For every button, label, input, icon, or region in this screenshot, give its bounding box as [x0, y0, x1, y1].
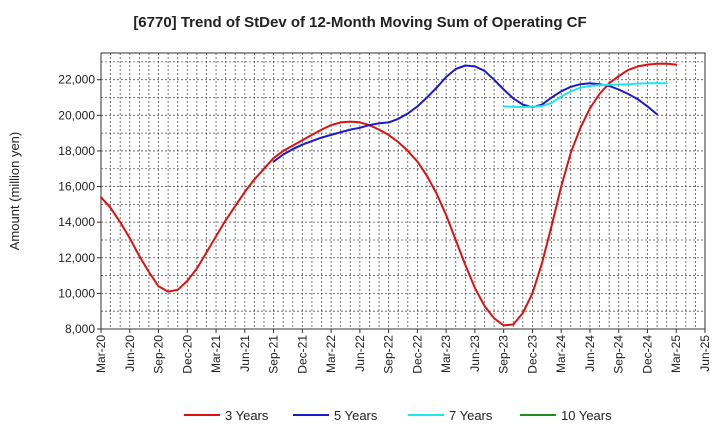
legend: 3 Years 5 Years 7 Years 10 Years: [184, 408, 612, 423]
x-tick-label: Sep-23: [497, 335, 511, 374]
y-tick-label: 12,000: [58, 251, 95, 265]
x-tick-label: Jun-20: [123, 335, 137, 372]
series-line-5-years: [272, 64, 659, 163]
y-tick-label: 14,000: [58, 215, 95, 229]
x-tick-label: Dec-23: [525, 335, 539, 374]
x-tick-label: Mar-23: [439, 335, 453, 373]
x-tick-label: Mar-21: [209, 335, 223, 373]
x-tick-label: Sep-21: [267, 335, 281, 374]
legend-label: 3 Years: [225, 408, 269, 423]
x-tick-label: Sep-22: [382, 335, 396, 374]
x-tick-label: Jun-23: [468, 335, 482, 372]
x-tick-label: Dec-20: [180, 335, 194, 374]
plot-frame: [100, 52, 706, 330]
x-tick-label: Sep-24: [612, 335, 626, 374]
series-line-7-years: [502, 82, 668, 108]
y-tick-label: 20,000: [58, 108, 95, 122]
y-tick-label: 18,000: [58, 144, 95, 158]
y-tick-label: 22,000: [58, 73, 95, 87]
y-axis-ticks: 8,000 10,000 12,000 14,000 16,000 18,000 20,00…: [58, 73, 101, 336]
x-tick-label: Dec-22: [410, 335, 424, 374]
series-lines: [100, 62, 678, 327]
y-axis-label: Amount (million yen): [7, 132, 22, 251]
x-tick-label: Jun-25: [698, 335, 712, 372]
grid: [100, 53, 706, 330]
x-axis-ticks: Mar-20 Jun-20 Sep-20 Dec-20 Mar-21 Jun-21 Sep-…: [94, 329, 712, 374]
y-tick-label: 8,000: [65, 322, 95, 336]
x-tick-label: Mar-25: [669, 335, 683, 373]
x-tick-label: Mar-20: [94, 335, 108, 373]
legend-label: 7 Years: [449, 408, 493, 423]
legend-label: 10 Years: [561, 408, 612, 423]
chart-title: [6770] Trend of StDev of 12-Month Moving…: [133, 14, 586, 31]
series-line-3-years: [100, 62, 678, 327]
x-tick-label: Mar-22: [324, 335, 338, 373]
x-tick-label: Jun-24: [583, 335, 597, 372]
x-tick-label: Jun-22: [353, 335, 367, 372]
x-tick-label: Sep-20: [152, 335, 166, 374]
legend-label: 5 Years: [334, 408, 378, 423]
x-tick-label: Jun-21: [238, 335, 252, 372]
x-tick-label: Mar-24: [554, 335, 568, 373]
x-tick-label: Dec-24: [640, 335, 654, 374]
y-tick-label: 16,000: [58, 180, 95, 194]
x-tick-label: Dec-21: [295, 335, 309, 374]
y-tick-label: 10,000: [58, 286, 95, 300]
